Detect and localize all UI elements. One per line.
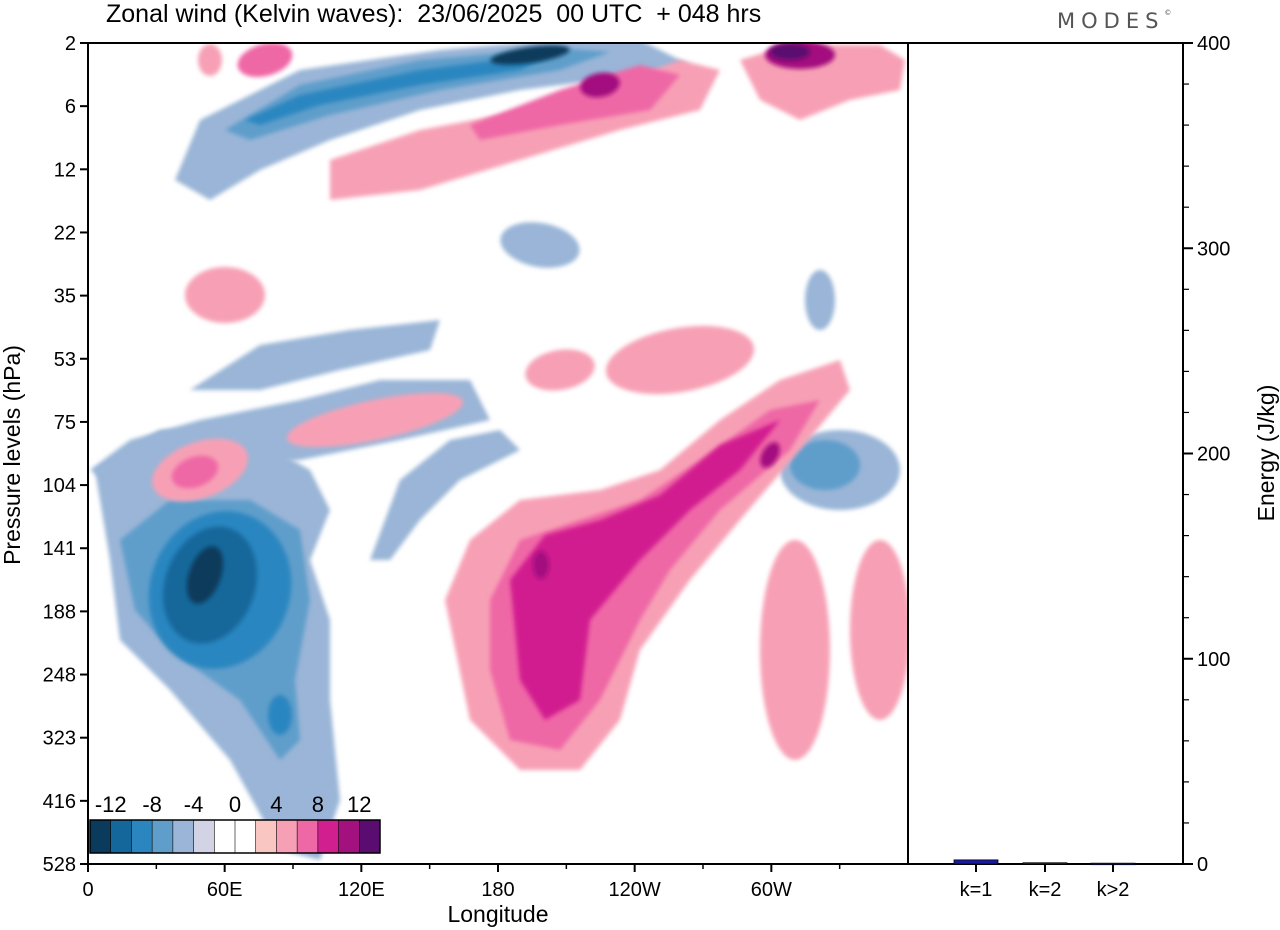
- y-axis: 2 6 12 22 35 53 75 104 141 188 248 323 416 528: [43, 33, 88, 876]
- pos-patch-right-lower-2: [760, 540, 830, 760]
- energy-axis-label: Energy (J/kg): [1253, 385, 1279, 522]
- colorbar-swatch: [152, 820, 173, 853]
- colorbar-swatch: [90, 820, 111, 853]
- pos-patch-right-lower: [850, 540, 908, 720]
- energy-tick-label: 200: [1197, 444, 1230, 466]
- pos-band-upper-core: [580, 72, 620, 98]
- energy-tick-label: 100: [1197, 649, 1230, 671]
- colorbar-swatch: [317, 820, 339, 853]
- y-tick-label: 53: [54, 349, 76, 371]
- y-tick-label: 75: [54, 412, 76, 434]
- x-tick-label: 0: [82, 879, 93, 901]
- x-tick-label: 60E: [207, 879, 243, 901]
- energy-bar: [953, 859, 999, 865]
- colorbar-swatch: [338, 820, 360, 853]
- pos-patch-center-small: [525, 349, 595, 391]
- colorbar-label: -12: [95, 792, 127, 817]
- colorbar-swatch: [131, 820, 153, 853]
- x-axis: 0 60E 120E 180 120W 60W: [82, 864, 841, 901]
- colorbar: -12 -8 -4 0 4 8 12: [89, 792, 381, 854]
- colorbar-label: 8: [312, 792, 324, 817]
- colorbar-swatch: [235, 820, 256, 853]
- neg-anomaly-lower-peak: [186, 546, 224, 604]
- neg-band-upper-outer: [175, 43, 690, 200]
- colorbar-swatch: [193, 820, 215, 853]
- pos-band-upper-mid: [470, 65, 680, 140]
- neg-patch-right-upper: [805, 270, 835, 330]
- colorbar-swatch: [110, 820, 132, 853]
- pos-patch-mid-upper: [185, 267, 265, 323]
- pos-anomaly-lower-core: [533, 551, 549, 579]
- pos-anomaly-topleft-small: [198, 44, 222, 76]
- colorbar-swatch: [297, 820, 318, 853]
- y-tick-label: 6: [65, 96, 76, 118]
- energy-category-label: k=1: [960, 879, 993, 901]
- energy-bar-chart: 0 100 200 300 400 k=1 k=2 k>2: [907, 33, 1230, 901]
- y-tick-label: 2: [65, 33, 76, 55]
- energy-tick-label: 0: [1197, 854, 1208, 876]
- neg-band-mid-level-upper: [190, 320, 440, 390]
- colorbar-label: 0: [229, 792, 241, 817]
- colorbar-swatch: [255, 820, 277, 853]
- colorbar-label: 12: [347, 792, 371, 817]
- y-tick-label: 248: [43, 665, 76, 687]
- neg-patch-center: [370, 430, 520, 560]
- energy-tick-label: 400: [1197, 33, 1230, 55]
- neg-band-upper-mid: [225, 48, 610, 140]
- pos-patch-mid-left-core: [171, 455, 219, 489]
- pos-anomaly-topright-core: [770, 44, 810, 60]
- energy-category-label: k>2: [1097, 879, 1130, 901]
- neg-patch-upper-mid: [500, 222, 580, 268]
- pos-anomaly-topleft: [237, 43, 293, 78]
- neg-band-upper-inner: [245, 52, 560, 125]
- y-tick-label: 528: [43, 854, 76, 876]
- y-tick-label: 141: [43, 538, 76, 560]
- y-tick-label: 188: [43, 601, 76, 623]
- y-tick-label: 22: [54, 222, 76, 244]
- x-tick-label: 120E: [338, 879, 385, 901]
- logo-text: MODES: [1057, 9, 1165, 33]
- colorbar-swatch: [172, 820, 194, 853]
- pos-anomaly-lower-inner: [510, 420, 780, 720]
- colorbar-swatch: [359, 820, 380, 853]
- energy-tick-label: 300: [1197, 238, 1230, 260]
- colorbar-swatch: [276, 820, 298, 853]
- colorbar-label: -8: [142, 792, 162, 817]
- pos-patch-mid: [286, 392, 464, 448]
- neg-anomaly-lower-spot: [268, 695, 292, 735]
- y-axis-label: Pressure levels (hPa): [0, 345, 25, 565]
- pos-patch-center: [605, 325, 755, 395]
- pos-anomaly-lower-core-2: [760, 442, 780, 468]
- y-tick-label: 12: [54, 159, 76, 181]
- x-tick-label: 120W: [609, 879, 661, 901]
- chart-title: Zonal wind (Kelvin waves): 23/06/2025 00…: [106, 0, 762, 28]
- neg-band-upper-core: [490, 45, 570, 65]
- energy-panel-frame: [907, 42, 1184, 865]
- x-tick-label: 60W: [751, 879, 792, 901]
- modes-logo: MODES©: [1057, 9, 1172, 33]
- y-tick-label: 416: [43, 791, 76, 813]
- colorbar-swatch: [214, 820, 235, 853]
- y-tick-label: 104: [43, 475, 76, 497]
- x-tick-label: 180: [481, 879, 514, 901]
- heatmap-plot: [90, 43, 908, 860]
- y-tick-label: 35: [54, 286, 76, 308]
- neg-patch-right-core: [790, 440, 860, 490]
- energy-category-label: k=2: [1029, 879, 1062, 901]
- y-tick-label: 323: [43, 728, 76, 750]
- colorbar-label: 4: [270, 792, 282, 817]
- colorbar-label: -4: [184, 792, 204, 817]
- x-axis-label: Longitude: [447, 901, 548, 927]
